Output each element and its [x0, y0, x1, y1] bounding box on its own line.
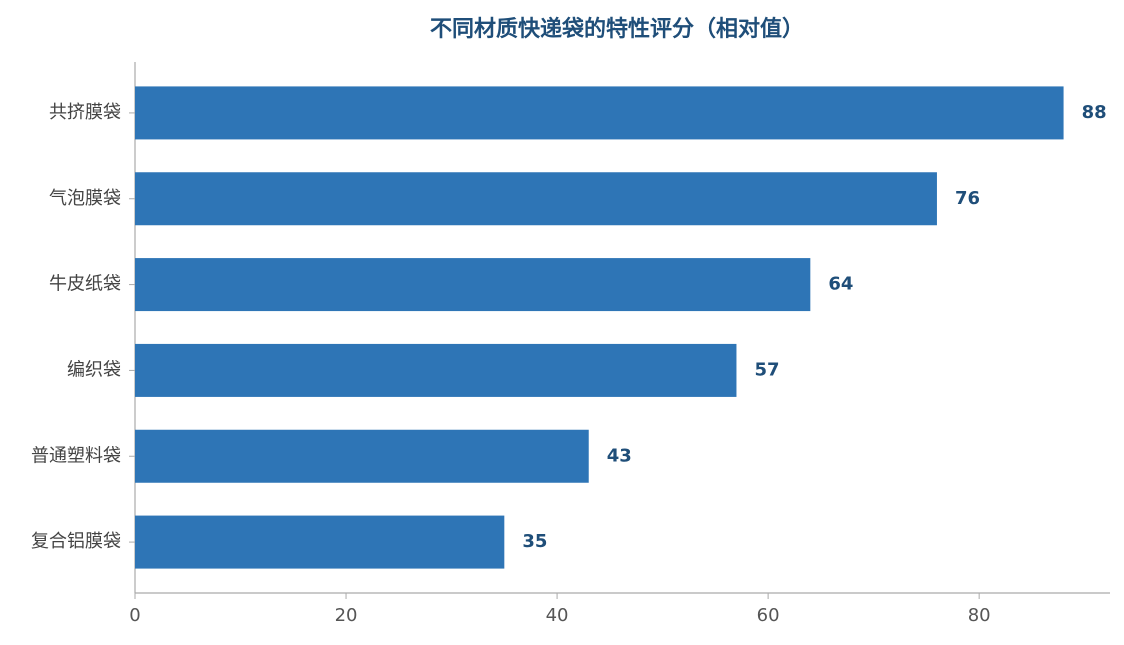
y-tick-label: 共挤膜袋	[49, 102, 121, 123]
value-label: 43	[607, 445, 632, 466]
bar	[135, 343, 737, 397]
value-label: 76	[955, 188, 980, 209]
x-tick-label: 60	[757, 605, 780, 626]
bar	[135, 429, 589, 483]
value-label: 88	[1082, 102, 1107, 123]
x-tick-label: 0	[129, 605, 140, 626]
value-label: 35	[522, 531, 547, 552]
bar	[135, 86, 1064, 140]
y-tick-label: 牛皮纸袋	[49, 274, 121, 295]
value-label: 64	[828, 274, 853, 295]
y-tick-label: 复合铝膜袋	[31, 531, 121, 552]
bar	[135, 258, 811, 312]
x-tick-label: 20	[335, 605, 358, 626]
bar	[135, 515, 505, 569]
chart-title: 不同材质快递袋的特性评分（相对值）	[430, 16, 804, 42]
x-tick-label: 40	[546, 605, 569, 626]
x-tick-label: 80	[968, 605, 991, 626]
value-label: 57	[754, 359, 779, 380]
y-tick-label: 编织袋	[67, 359, 121, 380]
y-tick-label: 气泡膜袋	[49, 188, 121, 209]
y-tick-label: 普通塑料袋	[31, 445, 121, 466]
bar	[135, 172, 937, 226]
